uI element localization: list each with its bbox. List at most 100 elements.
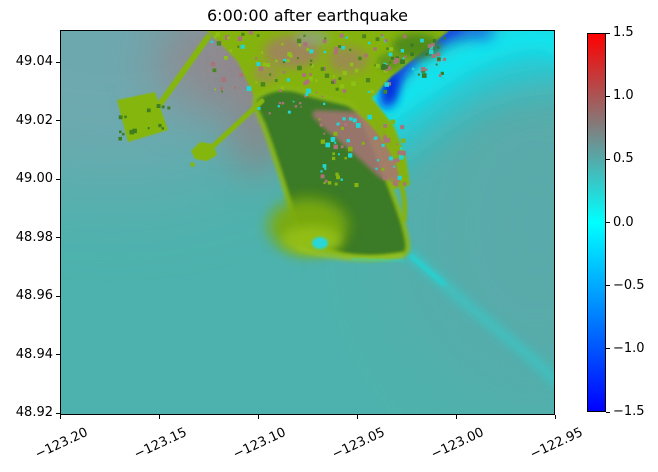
mosaic-speckle xyxy=(318,118,321,121)
mosaic-speckle xyxy=(367,114,373,120)
mosaic-speckle xyxy=(324,167,327,170)
y-axis-tick-label: 48.96 xyxy=(15,288,53,303)
mosaic-speckle xyxy=(118,115,123,120)
mosaic-speckle xyxy=(303,81,308,86)
mosaic-speckle xyxy=(381,167,385,171)
mosaic-speckle xyxy=(281,43,284,46)
mosaic-speckle xyxy=(437,46,440,49)
mosaic-speckle xyxy=(351,81,356,86)
mosaic-speckle xyxy=(399,147,403,150)
mosaic-speckle xyxy=(387,66,392,70)
mosaic-speckle xyxy=(383,124,387,128)
mosaic-speckle xyxy=(342,89,347,93)
mosaic-speckle xyxy=(332,152,335,156)
mosaic-speckle xyxy=(320,67,325,71)
mosaic-speckle xyxy=(330,139,334,143)
mosaic-speckle xyxy=(349,62,354,67)
mosaic-speckle xyxy=(443,37,447,40)
mosaic-speckle xyxy=(237,45,240,48)
mosaic-speckle xyxy=(410,43,414,47)
mosaic-speckle xyxy=(389,47,394,52)
land-polygon xyxy=(117,92,168,142)
mosaic-speckle xyxy=(390,131,395,135)
heatmap-band xyxy=(357,109,408,223)
y-axis-tick-label: 49.04 xyxy=(15,54,53,69)
mosaic-speckle xyxy=(304,94,307,98)
mosaic-speckle xyxy=(294,105,298,108)
mosaic-speckle xyxy=(393,59,398,64)
mosaic-speckle xyxy=(402,57,405,60)
heatmap-band xyxy=(207,98,265,152)
mosaic-speckle xyxy=(417,69,421,72)
mosaic-speckle xyxy=(381,113,385,117)
y-axis-tick-label: 49.00 xyxy=(15,171,53,186)
mosaic-speckle xyxy=(348,153,353,158)
mosaic-speckle xyxy=(384,38,388,42)
mosaic-speckle xyxy=(234,86,237,89)
mosaic-speckle xyxy=(227,36,230,40)
heatmap-band xyxy=(351,258,405,262)
mosaic-speckle xyxy=(420,38,424,43)
mosaic-speckle xyxy=(437,57,441,61)
heatmap-band xyxy=(296,246,404,261)
mosaic-speckle xyxy=(401,138,406,143)
x-axis-tick xyxy=(158,415,160,419)
mosaic-speckle xyxy=(340,84,345,89)
mosaic-speckle xyxy=(274,79,278,82)
mosaic-speckle xyxy=(335,172,339,176)
mosaic-speckle xyxy=(246,86,252,91)
mosaic-speckle xyxy=(438,74,442,77)
colorbar-tick xyxy=(606,411,610,413)
heatmap-blob xyxy=(403,50,555,400)
mosaic-speckle xyxy=(374,136,378,140)
heatmap-band xyxy=(157,34,211,107)
mosaic-speckle xyxy=(323,132,326,135)
mosaic-speckle xyxy=(352,118,357,123)
mosaic-speckle xyxy=(119,130,122,134)
mosaic-speckle xyxy=(122,133,125,136)
mosaic-speckle xyxy=(400,59,405,64)
mosaic-speckle xyxy=(425,68,428,71)
mosaic-speckle xyxy=(349,117,353,121)
mosaic-speckle xyxy=(255,81,258,84)
mosaic-speckle xyxy=(147,127,150,130)
mosaic-speckle xyxy=(298,44,302,47)
mosaic-speckle xyxy=(309,63,312,66)
mosaic-speckle xyxy=(350,115,353,118)
mosaic-speckle xyxy=(287,52,292,57)
mosaic-speckle xyxy=(397,175,402,180)
mosaic-speckle xyxy=(383,135,387,139)
mosaic-speckle xyxy=(344,122,348,127)
mosaic-speckle xyxy=(322,39,327,44)
mosaic-speckle xyxy=(260,82,266,87)
mosaic-speckle xyxy=(429,49,434,54)
mosaic-speckle xyxy=(287,110,291,114)
heatmap-paint-layer xyxy=(60,30,555,415)
mosaic-speckle xyxy=(309,59,313,62)
mosaic-speckle xyxy=(334,182,338,186)
mosaic-speckle xyxy=(333,50,338,55)
mosaic-speckle xyxy=(354,68,359,73)
mosaic-speckle xyxy=(303,42,308,47)
colorbar-tick-label: −1.0 xyxy=(613,340,645,356)
mosaic-speckle xyxy=(212,68,217,73)
mosaic-speckle xyxy=(403,34,407,39)
mosaic-speckle xyxy=(213,35,217,39)
mosaic-speckle xyxy=(392,159,397,163)
mosaic-speckle xyxy=(421,73,427,78)
y-axis-tick xyxy=(56,237,60,238)
x-axis-tick-label: −123.00 xyxy=(428,425,487,463)
mosaic-speckle xyxy=(340,178,343,181)
mosaic-speckle xyxy=(214,88,217,91)
colorbar-tick-label: 0.5 xyxy=(613,151,634,167)
mosaic-speckle xyxy=(279,89,282,92)
mosaic-speckle xyxy=(330,137,336,142)
mosaic-speckle xyxy=(305,93,309,96)
mosaic-speckle xyxy=(282,60,286,64)
mosaic-speckle xyxy=(322,164,327,168)
mosaic-speckle xyxy=(324,73,330,78)
x-axis-tick-label: −123.15 xyxy=(131,425,190,463)
y-axis-tick xyxy=(56,354,60,355)
mosaic-speckle xyxy=(224,56,228,60)
mosaic-speckle xyxy=(342,70,347,76)
